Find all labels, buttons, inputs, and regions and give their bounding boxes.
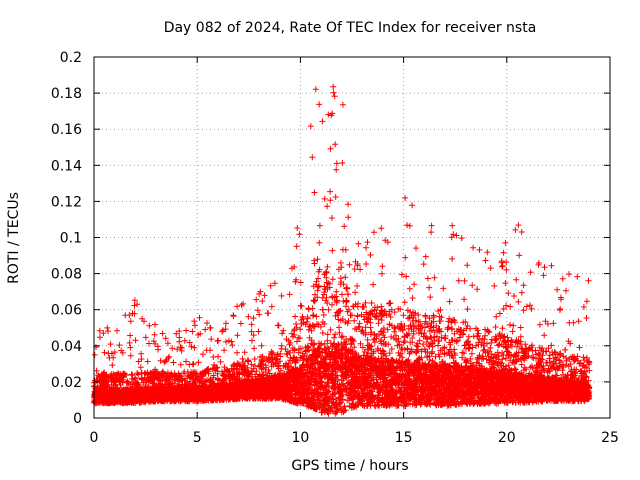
- y-tick-label: 0: [73, 411, 82, 427]
- y-tick-label: 0.04: [51, 339, 82, 355]
- y-axis-title: ROTI / TECUs: [6, 192, 22, 284]
- y-tick-label: 0.16: [51, 122, 82, 138]
- x-tick-label: 5: [193, 430, 202, 446]
- y-tick-label: 0.1: [60, 231, 82, 247]
- y-tick-label: 0.06: [51, 303, 82, 319]
- series-points-nsta: [91, 83, 593, 417]
- x-tick-label: 25: [601, 430, 619, 446]
- x-axis-title: GPS time / hours: [291, 458, 408, 474]
- x-tick-label: 10: [291, 430, 309, 446]
- x-tick-label: 15: [395, 430, 413, 446]
- y-tick-label: 0.02: [51, 375, 82, 391]
- chart-title: Day 082 of 2024, Rate Of TEC Index for r…: [164, 20, 537, 36]
- x-tick-label: 0: [90, 430, 99, 446]
- y-tick-label: 0.12: [51, 194, 82, 210]
- axis-ticks: 0 0.02 0.04 0.06 0.08 0.1 0.12 0.14 0.16 0.18 0.2 0…: [51, 50, 619, 446]
- y-tick-label: 0.2: [60, 50, 82, 66]
- x-tick-label: 20: [498, 430, 516, 446]
- y-tick-label: 0.18: [51, 86, 82, 102]
- y-tick-label: 0.08: [51, 267, 82, 283]
- data-points: [91, 83, 593, 417]
- y-tick-label: 0.14: [51, 158, 82, 174]
